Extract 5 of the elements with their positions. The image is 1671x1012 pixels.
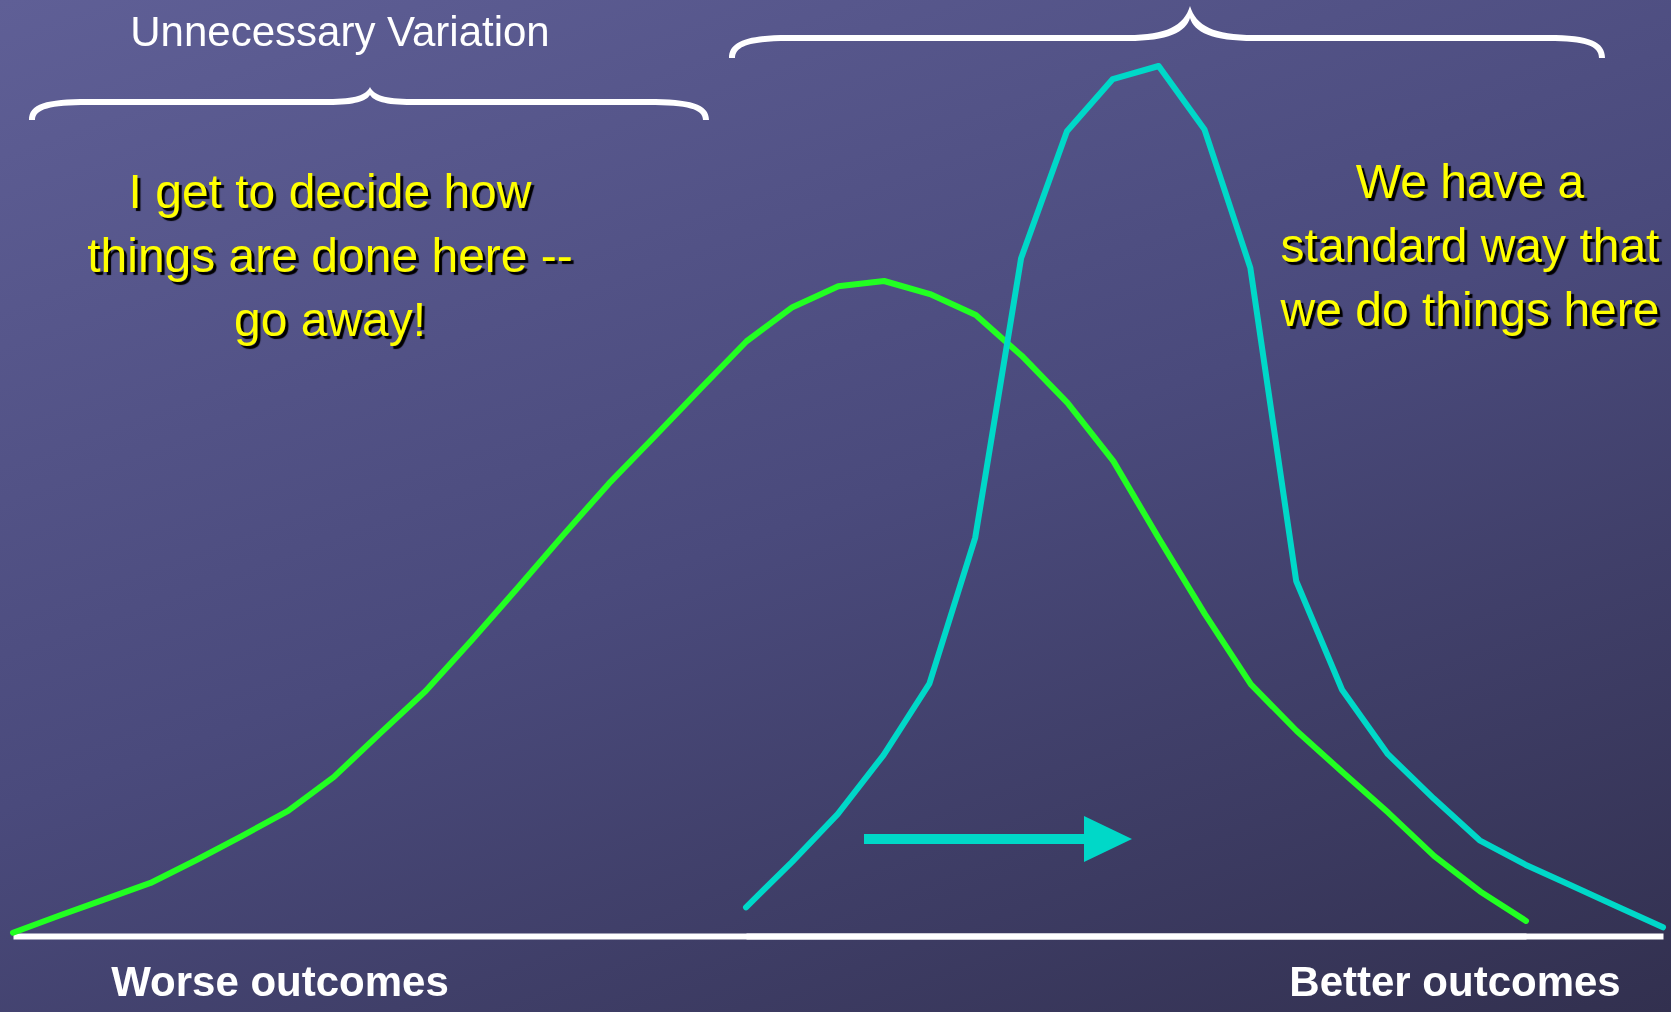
text: Unnecessary Variation — [129, 8, 551, 56]
text: Better outcomes — [1288, 958, 1622, 1006]
annotation: We have a standard way that we do things here — [1279, 154, 1661, 338]
annotation: I get to decide how things are done here -- go away! — [86, 164, 574, 348]
text: Worse outcomes — [110, 958, 450, 1006]
